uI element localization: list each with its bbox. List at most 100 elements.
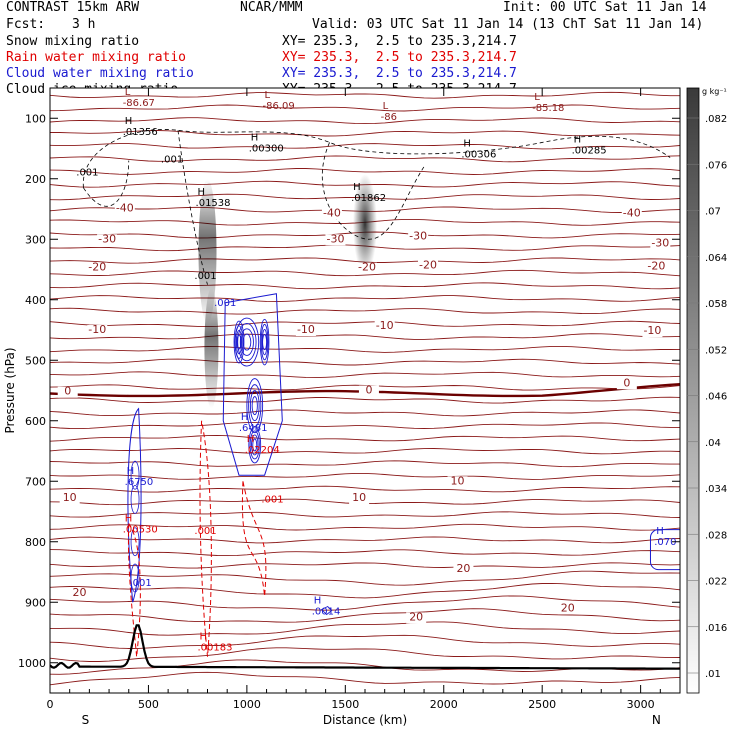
- center-name: NCAR/MMM: [240, 0, 303, 15]
- isotherm-label-bg: [87, 262, 108, 274]
- isotherm-label: -40: [323, 206, 341, 219]
- y-tick-label: 100: [25, 112, 46, 125]
- extremum-letter: L: [264, 90, 270, 101]
- isotherm-label: 20: [561, 601, 575, 614]
- extremum-letter: L: [125, 87, 131, 98]
- legend-field-name: Snow mixing ratio: [6, 34, 140, 49]
- cloud-water-contour: [249, 430, 260, 460]
- colorbar-label: .04: [705, 438, 721, 449]
- forecast-value: 3 h: [72, 17, 96, 32]
- cloud-water-contour: [130, 460, 140, 490]
- cloud-water-contour: [259, 318, 270, 366]
- isotherm-label-bg: [621, 208, 642, 220]
- cloud-water-contour: [222, 293, 283, 476]
- extremum-value: .0014: [312, 606, 341, 617]
- extremum-letter: H: [314, 595, 322, 606]
- extremum-value: .01538: [196, 198, 231, 209]
- cloud-ice-contour: [83, 129, 671, 285]
- snow-shading: [204, 288, 219, 409]
- isotherm-label-bg: [453, 564, 474, 575]
- isotherm-label: -20: [358, 261, 376, 274]
- colorbar-label: .052: [705, 345, 727, 356]
- colorbar-label: .016: [705, 623, 727, 634]
- isotherm-line: [50, 671, 680, 686]
- extremum-value: .01862: [351, 193, 386, 204]
- x-tick-label: 0: [47, 698, 54, 711]
- legend-field-xy: XY= 235.3, 2.5 to 235.3,214.7: [282, 50, 517, 65]
- isotherm-label: -10: [88, 323, 106, 336]
- y-tick-label: 1000: [18, 657, 46, 670]
- isotherm-line: [50, 562, 680, 569]
- isotherm-label-bg: [87, 325, 108, 337]
- north-label: N: [652, 713, 661, 727]
- cloud-water-contour: [127, 407, 142, 603]
- isotherm-label-bg: [97, 234, 118, 246]
- colorbar-label: .058: [705, 299, 727, 310]
- colorbar-label: .028: [705, 530, 727, 541]
- isotherm-label-bg: [447, 476, 468, 488]
- isotherm-line: [50, 536, 680, 544]
- extremum-value: .6750: [125, 477, 154, 488]
- isotherm-label: 10: [63, 491, 77, 504]
- isotherm-label-bg: [406, 612, 427, 624]
- isotherm-label: -10: [376, 319, 394, 332]
- isotherm-label-bg: [57, 386, 78, 398]
- valid-time: Valid: 03 UTC Sat 11 Jan 14 (13 ChT Sat …: [312, 17, 704, 32]
- cloud-water-contour: [248, 426, 262, 464]
- isotherm-label: 20: [456, 562, 470, 575]
- isotherm-line: [50, 523, 680, 531]
- cloud-water-contour: [249, 390, 260, 422]
- legend-field-xy: XY= 235.3, 2.5 to 235.3,214.7: [282, 34, 517, 49]
- isotherm-label-bg: [557, 603, 578, 615]
- isotherm-label: 0: [623, 376, 630, 389]
- isotherm-line: [50, 621, 680, 636]
- y-tick-label: 200: [25, 173, 46, 186]
- contour-label: .001: [161, 154, 183, 165]
- y-tick-label: 800: [25, 536, 46, 549]
- isotherm-label: -30: [98, 232, 116, 245]
- isotherm-label-bg: [356, 262, 377, 274]
- extremum-letter: H: [200, 632, 208, 643]
- isotherm-line: [50, 358, 680, 366]
- isotherm-line: [50, 434, 680, 442]
- extremum-letter: H: [251, 133, 259, 144]
- extremum-letter: H: [125, 514, 133, 525]
- y-tick-label: 500: [25, 354, 46, 367]
- cloud-water-contour: [235, 329, 243, 355]
- rain-water-contour: [199, 420, 212, 657]
- cloud-water-contour: [262, 334, 268, 351]
- isotherm-label-bg: [616, 378, 637, 390]
- isotherm-label-bg: [646, 261, 667, 273]
- contour-label: .001: [261, 494, 283, 505]
- extremum-letter: H: [353, 182, 361, 193]
- colorbar-label: .046: [705, 392, 727, 403]
- legend-field-xy: XY= 235.3, 2.5 to 235.3,214.7: [282, 66, 517, 81]
- isotherm-line: [50, 460, 680, 468]
- x-tick-label: 2500: [528, 698, 556, 711]
- isotherm-label-bg: [642, 326, 663, 338]
- init-time: Init: 00 UTC Sat 11 Jan 14: [503, 0, 707, 15]
- cloud-water-contour: [246, 378, 264, 434]
- isotherm-line: [50, 269, 680, 277]
- isotherm-label: -40: [623, 206, 641, 219]
- isotherm-label-bg: [650, 238, 671, 250]
- extremum-value: -86: [381, 112, 397, 123]
- isotherm-line: [50, 282, 680, 290]
- isotherm-label-bg: [295, 325, 316, 337]
- extremum-letter: H: [463, 139, 471, 150]
- x-tick-label: 2000: [430, 698, 458, 711]
- isotherm-label-bg: [408, 231, 429, 243]
- isotherm-line: [50, 608, 680, 623]
- isotherm-line: [50, 582, 680, 599]
- isotherm-label: -10: [643, 324, 661, 337]
- cloud-water-contour: [239, 328, 254, 356]
- extremum-value: .00306: [461, 150, 496, 161]
- cloud-water-contour: [236, 334, 242, 350]
- isotherm-line: [50, 345, 680, 353]
- isotherm-label: 10: [352, 491, 366, 504]
- contour-label: .001: [214, 298, 236, 309]
- cloud-water-contour: [320, 605, 333, 616]
- isotherm-label: -10: [297, 323, 315, 336]
- isotherm-line: [50, 485, 680, 493]
